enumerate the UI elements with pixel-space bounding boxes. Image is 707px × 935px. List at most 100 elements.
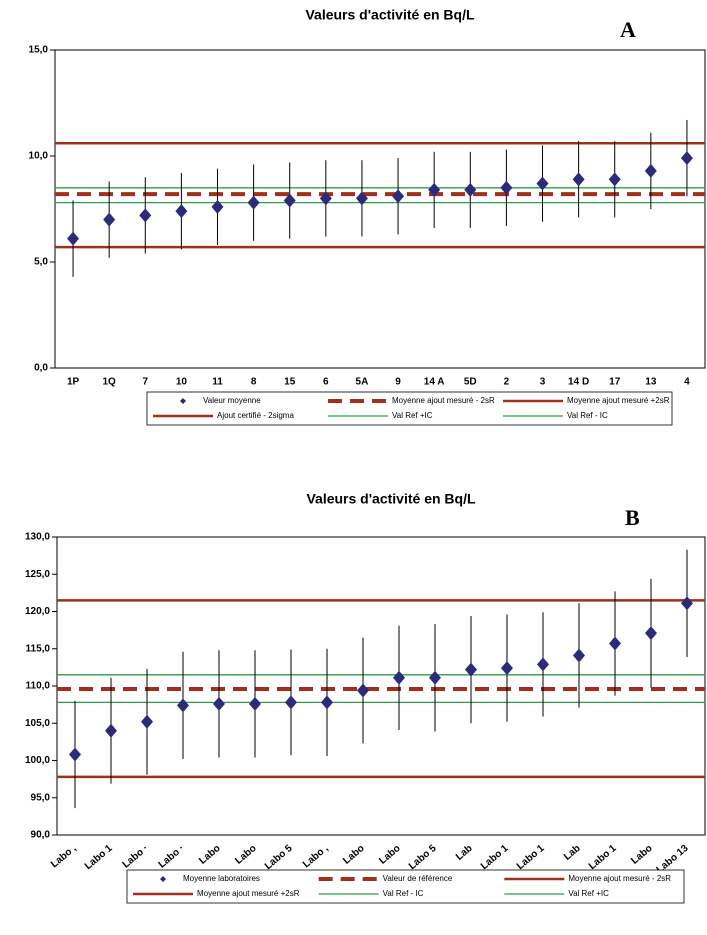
x-tick-label: 5A — [356, 377, 369, 388]
y-tick-label: 105,0 — [25, 718, 50, 729]
x-tick-label: Labo 1 — [587, 843, 619, 872]
marker — [681, 596, 693, 611]
y-tick-label: 125,0 — [25, 569, 50, 580]
marker — [464, 182, 477, 197]
x-tick-label: 7 — [142, 377, 148, 388]
marker — [105, 723, 117, 738]
marker — [211, 199, 224, 214]
y-tick-label: 120,0 — [25, 606, 50, 617]
x-tick-label: Labo 5 — [407, 843, 439, 872]
marker — [247, 195, 260, 210]
legend-label: Moyenne ajout mesuré - 2sR — [568, 874, 671, 883]
chart-title: Valeurs d'activité en Bq/L — [305, 7, 475, 23]
x-tick-label: Labo — [233, 843, 258, 867]
plot-area — [56, 536, 706, 836]
marker — [573, 648, 585, 663]
y-tick-label: 15,0 — [29, 45, 49, 56]
legend-label: Val Ref - IC — [383, 889, 424, 898]
x-tick-label: Labo 5 — [263, 843, 295, 872]
marker — [644, 163, 657, 178]
marker — [608, 172, 621, 187]
x-tick-label: Labo , — [49, 843, 79, 870]
marker — [321, 695, 333, 710]
x-tick-label: Labo 1 — [83, 843, 115, 872]
x-tick-label: Labo — [629, 843, 654, 867]
legend-label: Valeur moyenne — [203, 396, 261, 405]
x-tick-label: 10 — [176, 377, 188, 388]
x-tick-label: Labo · — [121, 843, 151, 871]
legend-label: Moyenne ajout mesuré +2sR — [567, 396, 670, 405]
marker — [249, 696, 261, 711]
y-tick-label: 100,0 — [25, 755, 50, 766]
marker — [501, 661, 513, 676]
x-tick-label: 4 — [684, 377, 690, 388]
plot-area — [54, 49, 706, 369]
x-tick-label: Labo · — [157, 843, 187, 871]
marker — [572, 172, 585, 187]
legend-label: Valeur de référence — [383, 874, 453, 883]
marker — [428, 182, 441, 197]
x-tick-label: Labo 1 — [515, 843, 547, 872]
x-tick-label: Lab — [454, 843, 475, 863]
x-tick-label: 15 — [284, 377, 296, 388]
x-tick-label: 6 — [323, 377, 329, 388]
marker — [392, 189, 405, 204]
y-tick-label: 0,0 — [34, 363, 48, 374]
marker — [285, 695, 297, 710]
marker — [175, 204, 188, 219]
x-tick-label: Labo , — [301, 843, 331, 870]
x-tick-label: 9 — [395, 377, 401, 388]
marker — [139, 208, 152, 223]
legend-label: Val Ref +IC — [392, 411, 433, 420]
legend-label: Moyenne ajout mesuré - 2sR — [392, 396, 495, 405]
legend-label: Ajout certifié - 2sigma — [217, 411, 294, 420]
x-tick-label: Labo 1 — [479, 843, 511, 872]
marker — [537, 657, 549, 672]
x-tick-label: 8 — [251, 377, 257, 388]
x-tick-label: 17 — [609, 377, 621, 388]
marker — [319, 191, 332, 206]
x-tick-label: 14 D — [568, 377, 589, 388]
legend-label: Moyenne laboratoires — [183, 874, 260, 883]
x-tick-label: 2 — [504, 377, 510, 388]
x-tick-label: 14 A — [424, 377, 445, 388]
x-tick-label: 5D — [464, 377, 477, 388]
legend-label: Moyenne ajout mesuré +2sR — [197, 889, 300, 898]
marker — [141, 714, 153, 729]
marker — [465, 662, 477, 677]
chart-title: Valeurs d'activité en Bq/L — [306, 491, 476, 507]
y-tick-label: 90,0 — [31, 830, 51, 841]
y-tick-label: 5,0 — [34, 257, 48, 268]
y-tick-label: 95,0 — [31, 792, 51, 803]
x-tick-label: 11 — [212, 377, 223, 388]
legend-label: Val Ref +IC — [568, 889, 609, 898]
marker — [429, 670, 441, 685]
marker — [500, 180, 513, 195]
marker — [67, 231, 80, 246]
x-tick-label: Labo — [377, 843, 402, 867]
legend-marker — [180, 398, 186, 404]
marker — [357, 683, 369, 698]
legend-marker — [160, 876, 166, 882]
marker — [393, 670, 405, 685]
marker — [69, 747, 81, 762]
marker — [609, 636, 621, 651]
legend-label: Val Ref - IC — [567, 411, 608, 420]
y-tick-label: 10,0 — [29, 151, 49, 162]
marker — [103, 212, 116, 227]
y-tick-label: 110,0 — [26, 681, 51, 692]
marker — [645, 626, 657, 641]
x-tick-label: Labo — [341, 843, 366, 867]
annotation: A — [620, 17, 636, 42]
x-tick-label: 1P — [67, 377, 80, 388]
marker — [680, 151, 693, 166]
marker — [536, 176, 549, 191]
annotation: B — [625, 505, 640, 530]
marker — [177, 698, 189, 713]
marker — [213, 696, 225, 711]
x-tick-label: 1Q — [102, 377, 116, 388]
x-tick-label: Lab — [562, 843, 583, 863]
marker — [355, 191, 368, 206]
legend-box — [126, 869, 685, 904]
